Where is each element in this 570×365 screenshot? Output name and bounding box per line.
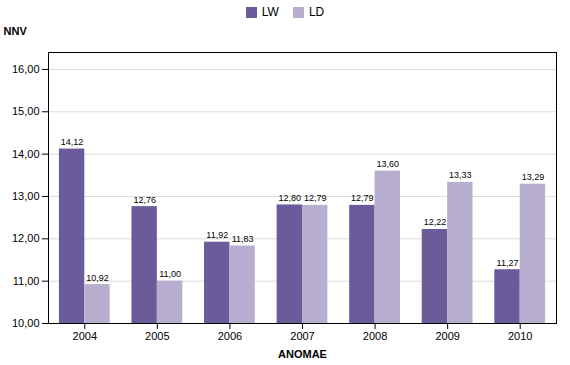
svg-text:13,00: 13,00 (12, 190, 40, 202)
svg-text:12,79: 12,79 (351, 193, 374, 203)
html-text:LD: LD (308, 5, 325, 19)
svg-text:12,80: 12,80 (279, 193, 302, 203)
svg-text:2007: 2007 (290, 330, 314, 342)
svg-text:10,00: 10,00 (12, 317, 40, 329)
svg-text:10,92: 10,92 (86, 273, 109, 283)
svg-text:14,00: 14,00 (12, 148, 40, 160)
svg-text:12,22: 12,22 (424, 217, 447, 227)
svg-text:11,00: 11,00 (13, 275, 40, 287)
html-text:LW: LW (261, 5, 279, 19)
svg-text:11,27: 11,27 (497, 258, 519, 268)
svg-text:15,00: 15,00 (12, 105, 40, 117)
svg-text:13,33: 13,33 (449, 170, 472, 180)
svg-text:2009: 2009 (435, 330, 459, 342)
svg-text:2006: 2006 (218, 330, 242, 342)
svg-text:2004: 2004 (73, 330, 97, 342)
svg-text:2010: 2010 (508, 330, 532, 342)
svg-text:2005: 2005 (145, 330, 169, 342)
svg-text:11,92: 11,92 (206, 230, 228, 240)
svg-text:ANOMAE: ANOMAE (278, 348, 327, 360)
svg-text:12,76: 12,76 (133, 195, 156, 205)
svg-text:13,60: 13,60 (377, 159, 400, 169)
svg-text:14,12: 14,12 (61, 137, 84, 147)
svg-text:NNV: NNV (4, 25, 28, 37)
svg-text:2008: 2008 (363, 330, 387, 342)
svg-text:12,79: 12,79 (304, 193, 327, 203)
svg-text:13,29: 13,29 (522, 172, 545, 182)
svg-text:12,00: 12,00 (12, 232, 40, 244)
svg-text:11,83: 11,83 (232, 234, 254, 244)
svg-text:11,00: 11,00 (159, 269, 181, 279)
svg-text:16,00: 16,00 (12, 63, 40, 75)
